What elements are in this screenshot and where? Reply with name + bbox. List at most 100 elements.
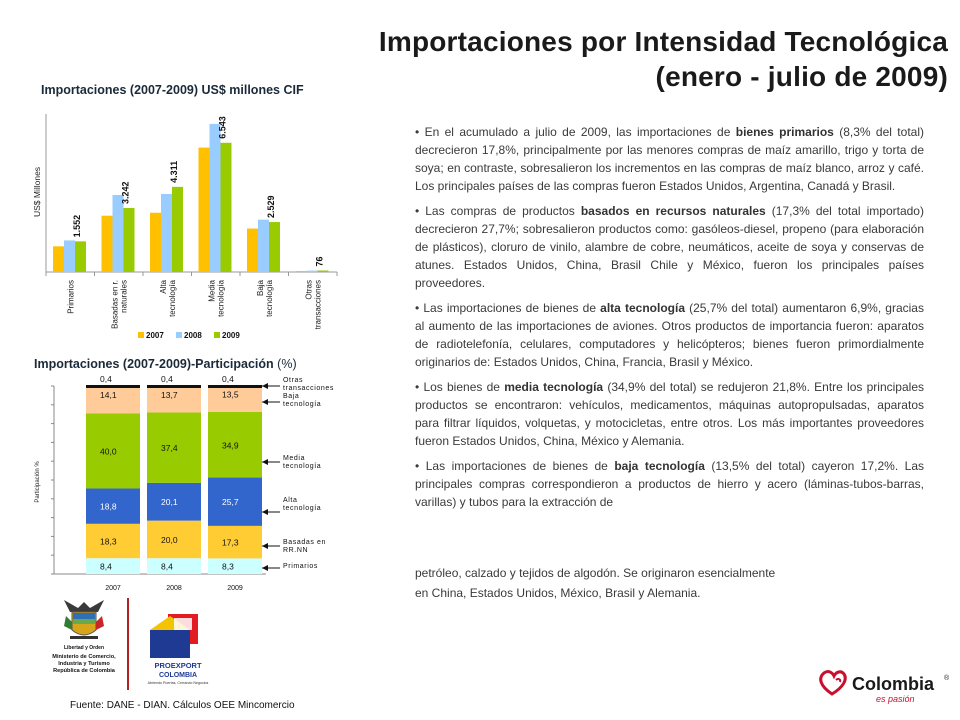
- stack-data-label: 8,3: [222, 562, 234, 572]
- stack-data-label: 8,4: [100, 562, 112, 572]
- proexport-slogan: Abriendo Puertas, Cerrando Negocios: [148, 681, 209, 685]
- ministry-line-4: República de Colombia: [53, 668, 116, 674]
- bar-2008: [306, 270, 318, 272]
- bar-2009: [317, 270, 329, 272]
- stack-segment-baja: [147, 386, 201, 413]
- title-line-1: Importaciones por Intensidad Tecnológica: [378, 26, 948, 57]
- x-tick-label: 2009: [227, 585, 243, 592]
- bar-2007: [101, 215, 113, 272]
- legend-label: 2009: [222, 331, 240, 340]
- registered-mark: ®: [944, 674, 950, 682]
- stack-segment-primarios: [147, 558, 201, 574]
- stack-segment-basadas: [86, 523, 140, 559]
- bullet-dot-icon: •: [415, 459, 426, 473]
- callout-arrowhead-icon: [262, 565, 268, 571]
- bullet-list: • En el acumulado a julio de 2009, las i…: [415, 123, 924, 518]
- stack-data-label: 8,4: [161, 562, 173, 572]
- y-axis-label: US$ Millones: [32, 167, 42, 217]
- bar-data-label: 2.529: [266, 196, 276, 219]
- callout-arrowhead-icon: [262, 459, 268, 465]
- bar-2008: [209, 123, 221, 272]
- bullet-text: Los bienes de: [423, 380, 505, 394]
- callout-label-basadas: Basadas en: [283, 539, 326, 546]
- proexport-name: PROEXPORT: [154, 661, 202, 670]
- stack-data-label: 37,4: [161, 443, 178, 453]
- stack-data-label: 13,5: [222, 390, 239, 400]
- bar-2007: [247, 228, 258, 272]
- stack-segment-alta: [208, 477, 262, 526]
- bullet-text: Las importaciones de bienes de: [423, 301, 601, 315]
- legend-swatch: [176, 332, 182, 338]
- callout-label-primarios: Primarios: [283, 563, 318, 570]
- stack-data-label: 18,3: [100, 537, 117, 547]
- bar-2009: [75, 241, 86, 272]
- callout-label-alta: Alta: [283, 497, 297, 504]
- bullet-dot-icon: •: [415, 301, 424, 315]
- bar-data-label: 1.552: [72, 215, 82, 238]
- bar-2009: [220, 142, 232, 272]
- stack-segment-alta: [147, 482, 201, 521]
- bar-data-label: 6.543: [218, 116, 228, 139]
- plain-line-2: en China, Estados Unidos, México, Brasil…: [415, 586, 701, 600]
- callout-label-baja: Baja: [283, 393, 299, 400]
- bar-2008: [112, 194, 124, 272]
- stack-data-label: 25,7: [222, 497, 239, 507]
- bar-2007: [295, 271, 307, 272]
- callout-label-alta: tecnología: [283, 505, 321, 512]
- stack-data-label: 13,7: [161, 390, 178, 400]
- y-axis-label: Participación %: [35, 461, 41, 503]
- x-tick-label: Baja: [256, 279, 265, 296]
- stack-chart-title-text: Importaciones (2007-2009)-Participación: [34, 357, 274, 371]
- ministry-line-1: Libertad y Orden: [64, 645, 104, 651]
- bullet-text: (8,3% del total) decrecieron 17,8%, prin…: [415, 125, 924, 193]
- legend-swatch: [138, 332, 144, 338]
- bullet-item: • Las importaciones de bienes de alta te…: [415, 299, 924, 371]
- stack-segment-primarios: [208, 558, 262, 574]
- bar-2009: [172, 186, 183, 272]
- x-tick-label: transacciones: [313, 280, 322, 329]
- stack-segment-basadas: [208, 525, 262, 559]
- stack-chart-title: Importaciones (2007-2009)-Participación …: [34, 357, 297, 371]
- x-tick-label: Otras: [304, 280, 313, 300]
- bar-2009: [123, 207, 135, 272]
- bar-data-label: 3.242: [121, 181, 131, 204]
- stack-data-label: 14,1: [100, 390, 117, 400]
- stacked-chart: Participación % 8,4 18,3 18,8 40,0 14,1 0,4 200…: [35, 374, 333, 592]
- stack-data-label: 34,9: [222, 440, 239, 450]
- proexport-country: COLOMBIA: [159, 672, 197, 679]
- stack-segment-alta: [86, 488, 140, 524]
- logo-divider: [127, 598, 129, 690]
- bullet-item: • Los bienes de media tecnología (34,9% …: [415, 378, 924, 450]
- bar-chart: US$ Millones 1.552 Primarios 3.242 Basadas e…: [32, 114, 338, 340]
- bullet-text: (25,7% del total) aumentaron 6,9%, graci…: [415, 301, 924, 369]
- stack-segment-primarios: [86, 558, 140, 574]
- stack-segment-media: [86, 413, 140, 489]
- heart-icon: [819, 670, 847, 696]
- callout-arrowhead-icon: [262, 509, 268, 515]
- bullet-text: En el acumulado a julio de 2009, las imp…: [424, 125, 736, 139]
- plain-line-1: petróleo, calzado y tejidos de algodón. …: [415, 566, 776, 580]
- ministry-logo: Libertad y Orden Ministerio de Comercio,…: [52, 600, 116, 674]
- bar-data-label: 4.311: [169, 161, 179, 183]
- bullet-dot-icon: •: [415, 204, 426, 218]
- callout-arrowhead-icon: [262, 399, 268, 405]
- stack-segment-otras: [147, 385, 201, 388]
- bullet-text: (13,5% del total) cayeron 17,2%. Las pri…: [415, 459, 924, 509]
- x-tick-label: tecnología: [168, 279, 177, 316]
- x-tick-label: naturales: [119, 280, 128, 313]
- bar-2009: [269, 222, 280, 272]
- bar-2008: [161, 193, 172, 272]
- bullet-keyword: baja tecnología: [614, 459, 705, 473]
- slide-title: Importaciones por Intensidad Tecnológica…: [248, 24, 948, 94]
- bullet-item: • Las compras de productos basados en re…: [415, 202, 924, 292]
- legend-label: 2008: [184, 331, 202, 340]
- bar-data-label: 76: [315, 256, 325, 266]
- callout-label-basadas: RR.NN: [283, 547, 308, 554]
- stack-data-label: 17,3: [222, 538, 239, 548]
- ministry-line-3: Industria y Turismo: [58, 661, 110, 667]
- bullet-dot-icon: •: [415, 380, 424, 394]
- stack-segment-otras: [86, 385, 140, 388]
- bullet-keyword: bienes primarios: [735, 125, 834, 139]
- stack-segment-baja: [208, 386, 262, 412]
